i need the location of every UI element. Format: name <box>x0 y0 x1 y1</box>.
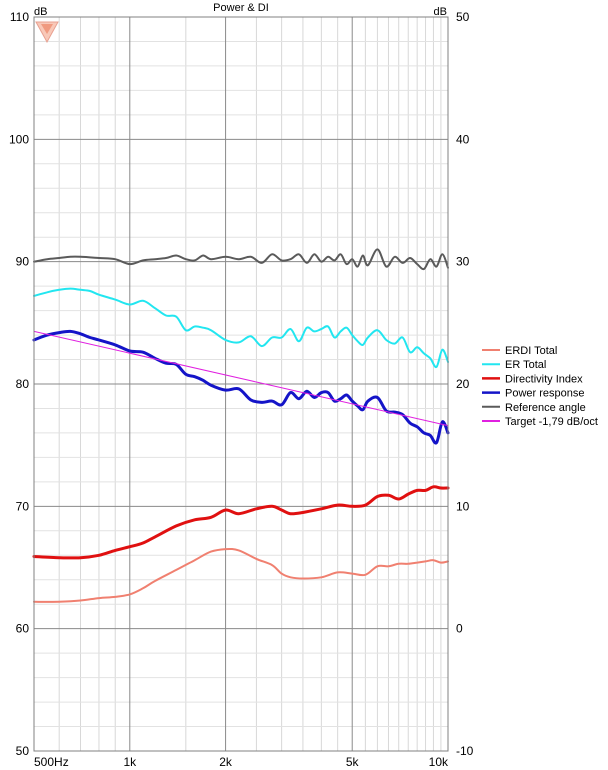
y-left-tick-label: 50 <box>16 744 30 758</box>
legend-label-reference-angle: Reference angle <box>505 402 586 414</box>
y-right-tick-label: 10 <box>456 499 470 513</box>
y-left-unit: dB <box>34 6 47 18</box>
series-line-power-response <box>32 329 450 445</box>
legend-label-directivity-index: Directivity Index <box>505 373 583 385</box>
x-tick-label: 1k <box>123 755 137 769</box>
series-line-erdi-total <box>33 547 449 603</box>
logo <box>35 21 59 44</box>
y-left-tick-label: 80 <box>16 377 30 391</box>
x-tick-label: 5k <box>346 755 360 769</box>
y-right-tick-label: 30 <box>456 255 470 269</box>
y-left-tick-label: 60 <box>16 622 30 636</box>
x-tick-label: 500Hz <box>34 755 69 769</box>
chart-title: Power & DI <box>213 2 269 14</box>
y-left-tick-label: 110 <box>10 10 29 24</box>
legend-label-power-response: Power response <box>505 388 585 400</box>
y-right-tick-label: 0 <box>456 622 463 636</box>
legend-label-er-total: ER Total <box>505 359 546 371</box>
series-line-target-1-79-db-oct <box>33 330 449 427</box>
plot-border <box>33 16 449 752</box>
y-right-tick-label: 20 <box>456 377 470 391</box>
legend-label-target-1-79-db-oct: Target -1,79 dB/oct <box>505 416 598 428</box>
y-left-tick-label: 70 <box>16 499 30 513</box>
x-tick-label: 10k <box>429 755 449 769</box>
y-left-tick-label: 100 <box>9 132 29 146</box>
y-right-tick-label: -10 <box>456 744 474 758</box>
x-tick-label: 2k <box>219 755 233 769</box>
series-layer <box>32 248 450 603</box>
series-line-er-total <box>33 287 449 369</box>
series-line-reference-angle <box>33 248 449 271</box>
y-left-tick-labels: 50 60 70 80 90 100 110 <box>9 10 29 758</box>
y-right-tick-label: 40 <box>456 132 470 146</box>
y-right-unit: dB <box>434 6 447 18</box>
legend-label-erdi-total: ERDI Total <box>505 345 557 357</box>
legend: ERDI Total ER Total Directivity Index Power… <box>482 345 598 428</box>
y-right-tick-labels: -10 0 10 20 30 40 50 <box>456 10 474 758</box>
y-right-tick-label: 50 <box>456 10 470 24</box>
y-left-tick-label: 90 <box>16 255 30 269</box>
series-line-directivity-index <box>32 485 450 560</box>
x-tick-labels: 500Hz 1k 2k 5k 10k <box>34 755 449 769</box>
